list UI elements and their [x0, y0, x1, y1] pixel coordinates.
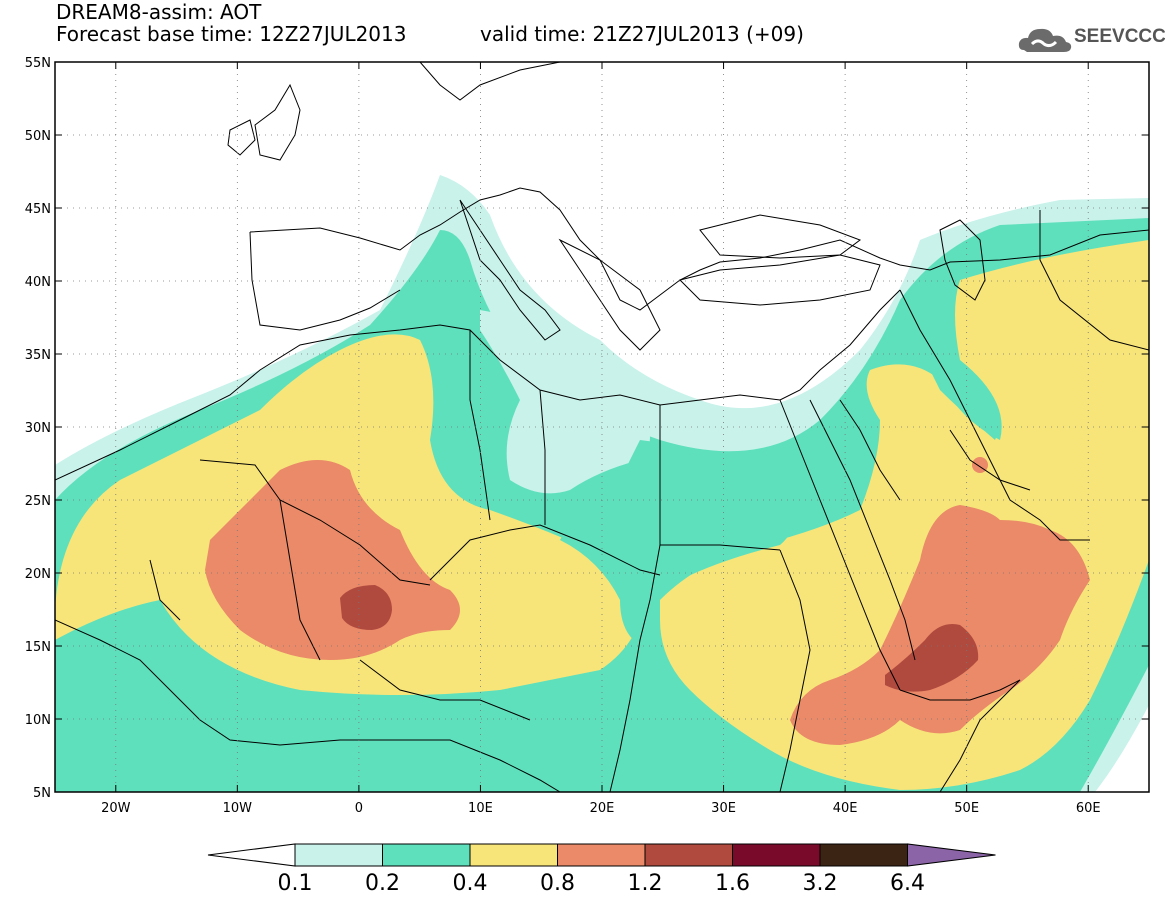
map-title: DREAM8-assim: AOT — [56, 0, 262, 24]
lat-label: 15N — [25, 640, 51, 655]
lat-label: 30N — [25, 421, 51, 436]
lat-label: 5N — [33, 786, 51, 801]
colorbar: 0.1 0.2 0.4 0.8 1.2 1.6 3.2 6.4 — [207, 843, 996, 896]
lat-label: 45N — [25, 202, 51, 217]
lon-label: 10E — [468, 801, 493, 816]
contour-level-04-west — [205, 460, 460, 660]
graticule — [55, 62, 1149, 792]
lat-label: 40N — [25, 275, 51, 290]
lon-label: 20W — [101, 801, 131, 816]
colorbar-over-triangle — [907, 843, 996, 867]
lon-label: 0 — [355, 801, 363, 816]
seevccc-logo: SEEVCCC — [1018, 22, 1165, 56]
lat-label: 50N — [25, 129, 51, 144]
lon-label: 30E — [711, 801, 736, 816]
colorbar-under-triangle — [207, 843, 296, 867]
colorbar-segment — [644, 843, 733, 867]
lon-label: 60E — [1076, 801, 1101, 816]
colorbar-segment — [732, 843, 821, 867]
colorbar-label: 1.2 — [628, 871, 663, 896]
lon-label: 50E — [954, 801, 979, 816]
cloud-logo-icon — [1018, 28, 1072, 52]
contour-level-01-inner — [480, 310, 650, 494]
lon-label: 20E — [590, 801, 615, 816]
longitude-axis: 20W 10W 0 10E 20E 30E 40E 50E 60E — [101, 62, 1101, 816]
colorbar-segment — [382, 843, 471, 867]
contour-level-05-west — [340, 585, 392, 630]
contour-level-02-gulf — [920, 350, 999, 440]
valid-time: valid time: 21Z27JUL2013 (+09) — [480, 22, 804, 46]
lat-label: 20N — [25, 567, 51, 582]
lon-label: 10W — [223, 801, 253, 816]
lon-label: 40E — [833, 801, 858, 816]
colorbar-label: 3.2 — [803, 871, 838, 896]
coastlines — [55, 62, 1149, 792]
lat-label: 35N — [25, 348, 51, 363]
logo-text: SEEVCCC — [1074, 26, 1165, 47]
colorbar-label: 6.4 — [890, 871, 925, 896]
latitude-axis: 55N 50N 45N 40N 35N 30N 25N 20N 15N 10N 5N — [25, 56, 1149, 801]
colorbar-segment — [469, 843, 558, 867]
colorbar-label: 0.8 — [540, 871, 575, 896]
colorbar-segment — [557, 843, 646, 867]
colorbar-label: 0.2 — [365, 871, 400, 896]
colorbar-segment — [294, 843, 383, 867]
base-time: Forecast base time: 12Z27JUL2013 — [56, 22, 407, 46]
lat-label: 25N — [25, 494, 51, 509]
colorbar-label: 0.4 — [453, 871, 488, 896]
lat-label: 55N — [25, 56, 51, 71]
colorbar-segment — [819, 843, 908, 867]
forecast-times: Forecast base time: 12Z27JUL2013 valid ti… — [56, 22, 804, 46]
lat-label: 10N — [25, 713, 51, 728]
colorbar-label: 0.1 — [278, 871, 313, 896]
contour-level-05-east — [885, 624, 979, 692]
colorbar-label: 1.6 — [715, 871, 750, 896]
